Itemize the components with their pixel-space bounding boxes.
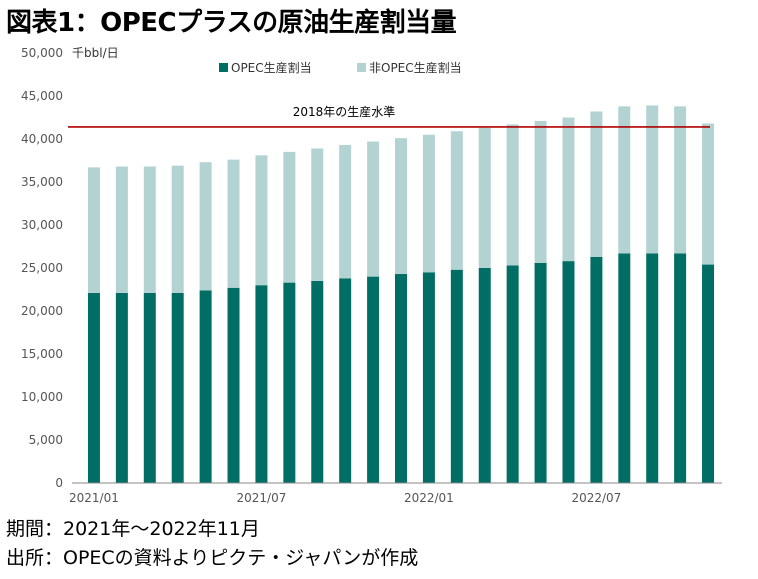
- bar-opec: [562, 261, 575, 483]
- bar-opec: [506, 265, 519, 483]
- bar-opec: [227, 287, 240, 483]
- bar-non-opec: [450, 131, 463, 270]
- x-tick-label: 2021/01: [69, 491, 119, 505]
- reference-line-label: 2018年の生産水準: [293, 104, 396, 119]
- bar-opec: [534, 262, 547, 483]
- legend-swatch: [219, 63, 228, 72]
- y-tick-label: 45,000: [21, 89, 63, 103]
- bar-opec: [674, 253, 687, 483]
- bar-opec: [646, 253, 659, 483]
- y-tick-label: 30,000: [21, 218, 63, 232]
- bar-non-opec: [143, 166, 156, 293]
- period-note: 期間：2021年～2022年11月: [6, 518, 260, 540]
- bar-opec: [478, 268, 491, 483]
- bar-non-opec: [506, 124, 519, 266]
- bar-non-opec: [702, 123, 715, 265]
- bar-non-opec: [171, 165, 184, 293]
- figure-title: 図表1：OPECプラスの原油生産割当量: [6, 8, 457, 38]
- bar-opec: [171, 292, 184, 483]
- bar-opec: [618, 253, 631, 483]
- bar-non-opec: [199, 162, 212, 291]
- y-tick-label: 35,000: [21, 175, 63, 189]
- bar-non-opec: [646, 105, 659, 254]
- bar-non-opec: [590, 111, 603, 257]
- x-tick-label: 2022/01: [404, 491, 454, 505]
- bar-opec: [702, 264, 715, 483]
- bar-non-opec: [422, 134, 435, 273]
- bar-non-opec: [562, 117, 575, 262]
- legend-label: OPEC生産割当: [231, 60, 312, 75]
- bar-opec: [590, 256, 603, 483]
- bar-opec: [87, 292, 100, 483]
- y-tick-label: 10,000: [21, 390, 63, 404]
- y-tick-label: 20,000: [21, 304, 63, 318]
- y-tick-label: 0: [55, 476, 63, 490]
- y-tick-label: 40,000: [21, 132, 63, 146]
- bar-non-opec: [87, 167, 100, 293]
- y-axis: 0 5,000 10,000 15,000 20,000 25,000 30,000 35,0…: [21, 46, 63, 490]
- bar-non-opec: [478, 127, 491, 268]
- bar-non-opec: [115, 166, 128, 293]
- source-note: 出所：OPECの資料よりピクテ・ジャパンが作成: [6, 547, 419, 569]
- bar-non-opec: [395, 138, 407, 275]
- unit-label: 千bbl/日: [72, 46, 119, 60]
- y-tick-label: 15,000: [21, 347, 63, 361]
- bar-opec: [255, 285, 268, 483]
- y-tick-label: 25,000: [21, 261, 63, 275]
- bar-non-opec: [674, 106, 687, 254]
- reference-line-group: 2018年の生産水準: [68, 104, 710, 128]
- bar-non-opec: [367, 141, 380, 277]
- bar-non-opec: [227, 159, 240, 288]
- x-tick-label: 2022/07: [571, 491, 621, 505]
- y-tick-label: 5,000: [29, 433, 63, 447]
- y-tick-label: 50,000: [21, 46, 63, 60]
- bar-non-opec: [339, 145, 352, 279]
- bar-non-opec: [255, 155, 268, 286]
- bar-opec: [199, 290, 212, 483]
- bar-opec: [143, 292, 156, 483]
- bar-area: [87, 105, 715, 483]
- bar-non-opec: [283, 151, 296, 283]
- bar-opec: [367, 276, 380, 483]
- bar-opec: [283, 282, 296, 483]
- bar-opec: [339, 278, 352, 483]
- bar-opec: [422, 272, 435, 483]
- bar-non-opec: [618, 106, 631, 254]
- legend: OPEC生産割当 非OPEC生産割当: [219, 60, 462, 75]
- bar-opec: [450, 269, 463, 483]
- bar-opec: [115, 292, 128, 483]
- legend-label: 非OPEC生産割当: [369, 60, 462, 75]
- bar-non-opec: [534, 120, 547, 263]
- bar-opec: [311, 280, 324, 483]
- x-axis: 2021/01 2021/07 2022/01 2022/07: [69, 491, 621, 505]
- legend-swatch: [357, 63, 366, 72]
- x-tick-label: 2021/07: [237, 491, 287, 505]
- bar-non-opec: [311, 148, 324, 281]
- bar-opec: [395, 274, 407, 483]
